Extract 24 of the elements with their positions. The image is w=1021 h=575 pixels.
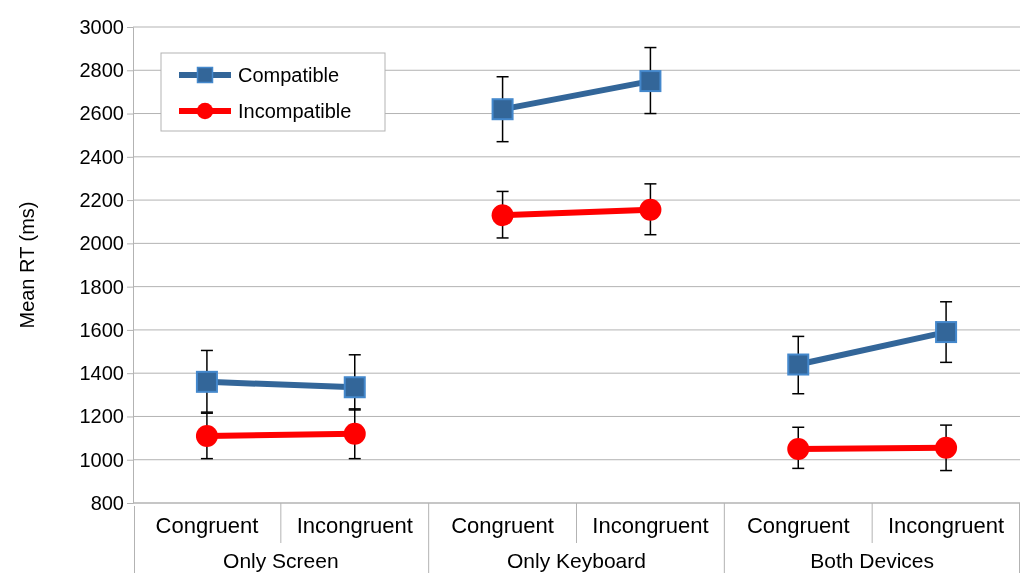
y-tick-label: 1600 [79, 318, 124, 341]
y-tick-label: 3000 [79, 15, 124, 38]
y-tick-label: 2000 [79, 232, 124, 255]
legend-label: Compatible [238, 64, 340, 86]
x-tick-label: Incongruent [592, 513, 709, 538]
text: Both Devices [810, 549, 935, 572]
y-tick-label: 2600 [79, 102, 124, 125]
y-tick-label: 1200 [79, 405, 124, 428]
text: Only Keyboard [507, 549, 646, 572]
x-tick-label: Congruent [451, 513, 554, 538]
x-tick-label: Incongruent [296, 513, 413, 538]
x-tick-label: Incongruent [887, 513, 1005, 538]
x-tick-label: Congruent [155, 513, 259, 538]
y-axis-title: Mean RT (ms) [16, 201, 38, 329]
y-tick-label: 1400 [79, 362, 124, 385]
y-tick-label: 2200 [79, 188, 124, 211]
y-tick-label: 800 [90, 491, 124, 514]
text: Only Screen [223, 549, 339, 572]
y-tick-label: 2800 [79, 59, 124, 82]
legend-label: Incompatible [238, 100, 352, 122]
x-tick-label: Congruent [746, 513, 850, 538]
y-tick-label: 1000 [79, 448, 124, 471]
y-tick-label: 2400 [79, 145, 124, 168]
y-tick-label: 1800 [79, 275, 124, 298]
